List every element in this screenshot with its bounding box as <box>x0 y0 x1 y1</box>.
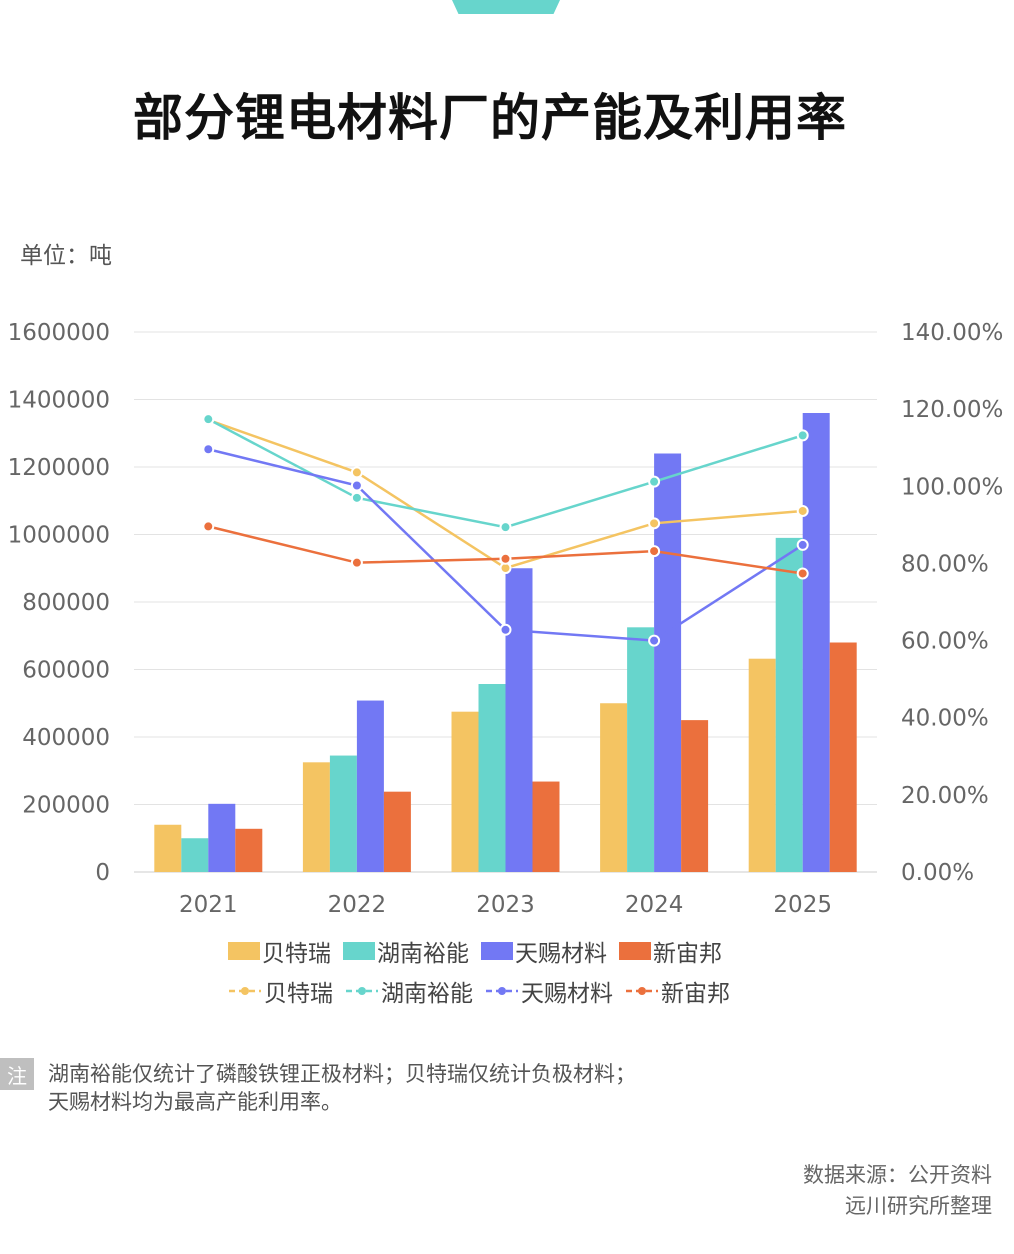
line-point <box>350 466 363 479</box>
legend-bar-item: 湖南裕能 <box>343 934 469 968</box>
y-tick-label: 800000 <box>22 590 110 616</box>
line-point <box>796 567 809 580</box>
source-line: 远川研究所整理 <box>845 1194 992 1218</box>
y-tick-label: 1000000 <box>8 523 110 549</box>
legend-label: 湖南裕能 <box>377 941 469 967</box>
note-line: 天赐材料均为最高产能利用率。 <box>48 1090 342 1114</box>
bar <box>329 755 357 872</box>
line-point <box>648 545 661 558</box>
bar <box>627 627 655 872</box>
legend-label: 天赐材料 <box>521 981 613 1007</box>
x-tick-label: 2022 <box>328 892 387 918</box>
line-point <box>648 475 661 488</box>
source-credit: 数据来源：公开资料 远川研究所整理 <box>803 1160 992 1222</box>
legend-swatch-bar <box>481 942 513 960</box>
legend-label: 贝特瑞 <box>264 981 333 1007</box>
line-point <box>350 556 363 569</box>
bar <box>802 413 830 872</box>
y2-tick-label: 40.00% <box>901 706 989 732</box>
bar <box>600 703 628 872</box>
y2-tick-label: 140.00% <box>901 320 1003 346</box>
bar <box>654 453 682 872</box>
legend-swatch-line <box>346 987 378 995</box>
legend-swatch-bar <box>343 942 375 960</box>
bar <box>775 537 803 872</box>
legend-swatch-line <box>486 987 518 995</box>
line-point <box>796 429 809 442</box>
bar <box>532 781 560 872</box>
legend-line-item: 天赐材料 <box>485 974 613 1008</box>
line-point <box>499 623 512 636</box>
bar <box>356 700 384 872</box>
line-point <box>499 521 512 534</box>
legend-swatch-bar <box>619 942 651 960</box>
note-badge: 注 <box>0 1058 34 1090</box>
bar <box>208 803 236 872</box>
unit-label: 单位：吨 <box>20 243 112 269</box>
bar <box>235 828 263 872</box>
y-tick-label: 400000 <box>22 725 110 751</box>
y2-tick-label: 80.00% <box>901 551 989 577</box>
bar <box>451 711 479 872</box>
line-point <box>648 517 661 530</box>
y2-tick-label: 100.00% <box>901 474 1003 500</box>
line-point <box>350 479 363 492</box>
bar <box>383 791 411 872</box>
top-accent-tab <box>452 0 560 14</box>
note-line: 湖南裕能仅统计了磷酸铁锂正极材料；贝特瑞仅统计负极材料； <box>48 1062 636 1086</box>
legend-line-item: 新宙邦 <box>625 974 730 1008</box>
chart-title: 部分锂电材料厂的产能及利用率 <box>133 89 847 147</box>
legend-bars: 贝特瑞 湖南裕能 天赐材料 新宙邦 <box>228 934 734 968</box>
legend-label: 湖南裕能 <box>381 981 473 1007</box>
legend-swatch-line <box>229 987 261 995</box>
legend-label: 贝特瑞 <box>262 941 331 967</box>
note-text: 湖南裕能仅统计了磷酸铁锂正极材料；贝特瑞仅统计负极材料； 天赐材料均为最高产能利… <box>48 1060 808 1116</box>
legend-bar-item: 天赐材料 <box>481 934 607 968</box>
line-point <box>202 520 215 533</box>
bar <box>505 568 533 872</box>
series-line <box>207 418 803 570</box>
line-point <box>202 413 215 426</box>
y-tick-label: 1600000 <box>8 320 110 346</box>
y-tick-label: 1400000 <box>8 388 110 414</box>
y2-tick-label: 20.00% <box>901 783 989 809</box>
line-point <box>796 538 809 551</box>
y-tick-label: 200000 <box>22 793 110 819</box>
legend-swatch-bar <box>228 942 260 960</box>
bar <box>829 642 857 872</box>
x-tick-label: 2023 <box>476 892 535 918</box>
legend-lines: 贝特瑞 湖南裕能 天赐材料 新宙邦 <box>228 974 742 1008</box>
combo-chart: 0 200000 400000 600000 800000 1000000 1200000 1… <box>8 320 1004 918</box>
series-line <box>207 418 804 529</box>
line-point <box>796 504 809 517</box>
y-tick-label: 1200000 <box>8 455 110 481</box>
legend-label: 新宙邦 <box>653 941 722 967</box>
legend-bar-item: 贝特瑞 <box>228 934 331 968</box>
legend-bar-item: 新宙邦 <box>619 934 722 968</box>
y2-tick-label: 120.00% <box>901 397 1003 423</box>
x-tick-label: 2021 <box>179 892 238 918</box>
bar <box>181 838 209 872</box>
bar <box>681 720 709 872</box>
x-tick-label: 2024 <box>625 892 684 918</box>
line-point <box>499 552 512 565</box>
bar <box>748 658 776 872</box>
line-point <box>350 491 363 504</box>
line-point <box>648 634 661 647</box>
legend-label: 新宙邦 <box>661 981 730 1007</box>
source-line: 数据来源：公开资料 <box>803 1163 992 1187</box>
y-tick-label: 600000 <box>22 658 110 684</box>
bar <box>478 684 506 872</box>
bar <box>302 762 330 872</box>
legend-line-item: 湖南裕能 <box>345 974 473 1008</box>
legend-swatch-line <box>626 987 658 995</box>
y2-tick-label: 0.00% <box>901 860 974 886</box>
y2-tick-label: 60.00% <box>901 629 989 655</box>
legend-line-item: 贝特瑞 <box>228 974 333 1008</box>
line-point <box>202 443 215 456</box>
y-tick-label: 0 <box>95 860 110 886</box>
bar <box>154 824 182 872</box>
x-tick-label: 2025 <box>773 892 832 918</box>
legend-label: 天赐材料 <box>515 941 607 967</box>
